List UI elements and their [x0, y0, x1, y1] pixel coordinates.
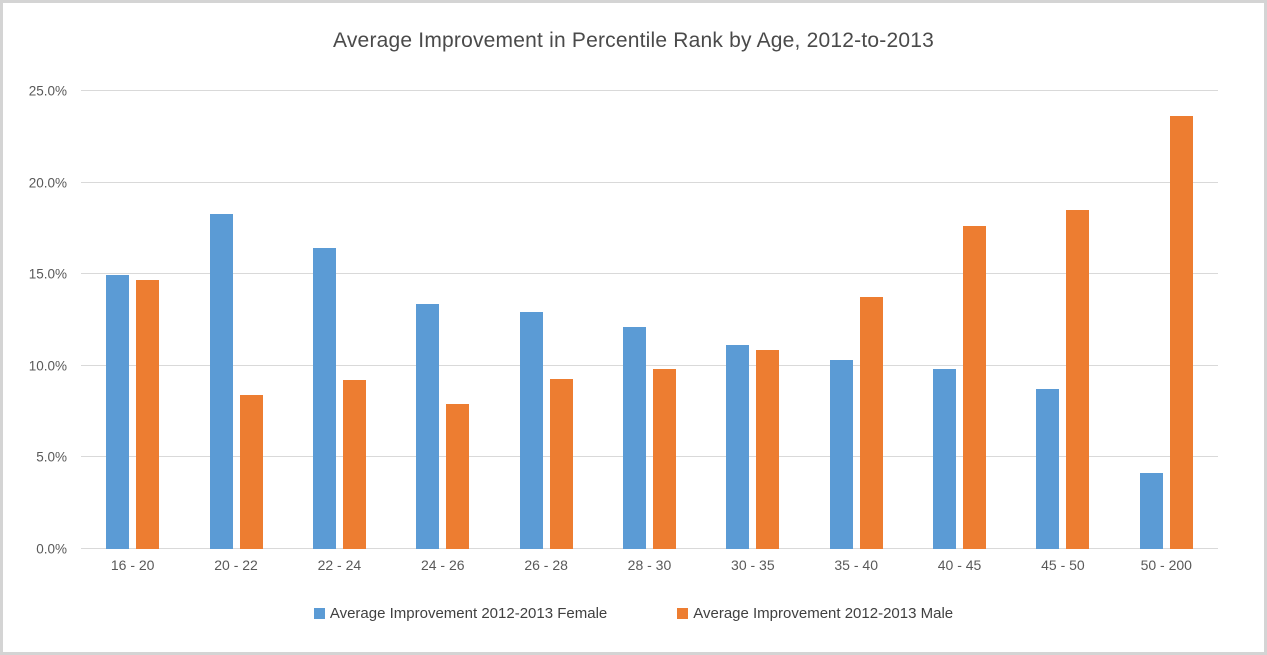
chart-title: Average Improvement in Percentile Rank b… [333, 29, 934, 52]
x-axis-label: 26 - 28 [524, 557, 568, 573]
plot-area [81, 90, 1218, 549]
bar [106, 275, 130, 549]
bar-group [701, 91, 804, 549]
bar-group [288, 91, 391, 549]
bar [829, 360, 853, 549]
bar [726, 344, 750, 549]
y-tick-label: 20.0% [28, 175, 67, 191]
bar-group [81, 91, 184, 549]
legend-label: Average Improvement 2012-2013 Male [693, 605, 954, 622]
bar [446, 404, 470, 549]
bar [652, 368, 676, 549]
x-axis-label: 28 - 30 [627, 557, 672, 573]
y-tick-label: 15.0% [28, 266, 67, 282]
gridline [81, 273, 1218, 275]
bar [859, 297, 883, 549]
bar-group [1011, 91, 1114, 549]
legend: Average Improvement 2012-2013 Female Aver… [3, 605, 1264, 622]
x-axis-labels: 16 - 20 20 - 22 22 - 24 24 - 26 26 - 28 28 - … [81, 557, 1218, 573]
bar [549, 378, 573, 549]
plot-wrap: 0.0% 5.0% 10.0% 15.0% 20.0% 25.0% 16 - 20 20 -… [3, 3, 1264, 652]
legend-item: Average Improvement 2012-2013 Male [677, 605, 953, 622]
legend-label: Average Improvement 2012-2013 Female [329, 605, 608, 622]
bar [519, 311, 543, 549]
y-axis-labels: 0.0% 5.0% 10.0% 15.0% 20.0% 25.0% [3, 84, 73, 557]
bar-group [908, 91, 1011, 549]
x-axis-label: 30 - 35 [731, 557, 775, 573]
legend-item: Average Improvement 2012-2013 Female [313, 605, 608, 622]
gridline [81, 456, 1218, 458]
bar [1169, 115, 1193, 549]
x-axis-label: 16 - 20 [110, 557, 155, 573]
bar-group [184, 91, 287, 549]
bar [963, 225, 987, 549]
bar [416, 303, 440, 549]
x-axis-label: 40 - 45 [937, 557, 982, 573]
bar [312, 247, 336, 549]
bar-group [805, 91, 908, 549]
bar [1036, 388, 1060, 549]
bar [209, 213, 233, 549]
x-axis-label: 24 - 26 [420, 557, 465, 573]
legend-swatch [677, 608, 689, 619]
x-axis-label: 50 - 200 [1140, 557, 1192, 573]
gridline [81, 181, 1218, 183]
gridline [81, 364, 1218, 366]
bar [622, 327, 646, 549]
legend-swatch [313, 608, 325, 619]
bar-groups [81, 91, 1218, 549]
bar-group [494, 91, 597, 549]
bar-group [1115, 91, 1218, 549]
bar [1139, 472, 1163, 549]
bar [756, 350, 780, 549]
bar [239, 395, 263, 549]
bar-group [391, 91, 494, 549]
bar [136, 279, 160, 549]
gridline [81, 90, 1218, 91]
y-tick-label: 10.0% [28, 358, 67, 374]
bar [342, 380, 366, 549]
x-axis-label: 45 - 50 [1041, 557, 1085, 573]
y-tick-label: 25.0% [28, 83, 67, 99]
bar [1066, 210, 1090, 549]
bar [933, 369, 957, 549]
x-axis-label: 20 - 22 [214, 557, 258, 573]
x-axis-label: 22 - 24 [317, 557, 362, 573]
bar-group [598, 91, 701, 549]
y-tick-label: 5.0% [36, 449, 67, 465]
y-tick-label: 0.0% [36, 541, 67, 557]
gridline [81, 548, 1218, 549]
x-axis-label: 35 - 40 [834, 557, 878, 573]
